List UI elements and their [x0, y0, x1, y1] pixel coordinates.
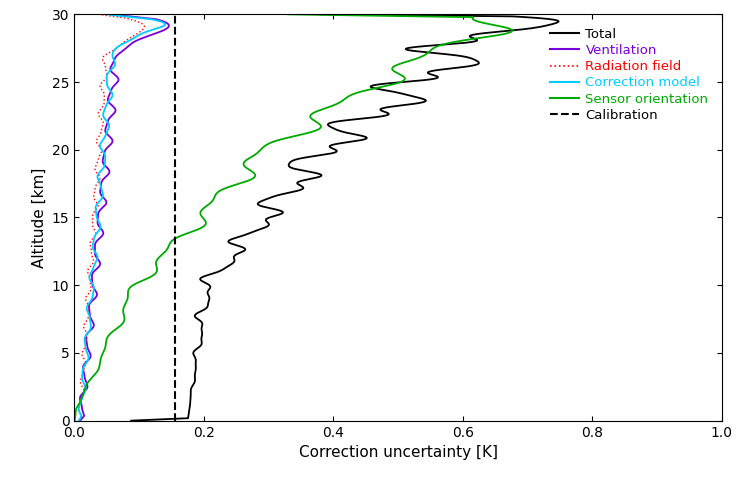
- Sensor orientation: [333, 101, 341, 107]
- Ventilation: [92, 239, 100, 245]
- Ventilation: [104, 94, 113, 99]
- Correction model: [93, 253, 102, 259]
- Correction model: [77, 376, 86, 382]
- Correction model: [89, 239, 98, 245]
- Total: [126, 418, 135, 424]
- Sensor orientation: [283, 11, 292, 17]
- Legend: Total, Ventilation, Radiation field, Correction model, Sensor orientation, Calib: Total, Ventilation, Radiation field, Cor…: [543, 21, 715, 129]
- Y-axis label: Altitude [km]: Altitude [km]: [31, 167, 46, 268]
- Ventilation: [106, 101, 115, 107]
- Sensor orientation: [70, 418, 79, 424]
- Ventilation: [107, 11, 116, 17]
- Sensor orientation: [344, 94, 353, 99]
- Correction model: [74, 418, 83, 424]
- Correction model: [102, 11, 111, 17]
- Radiation field: [94, 11, 103, 17]
- Line: Radiation field: Radiation field: [79, 14, 144, 421]
- Total: [347, 139, 356, 144]
- Line: Sensor orientation: Sensor orientation: [74, 14, 513, 421]
- Radiation field: [92, 139, 101, 144]
- Radiation field: [86, 239, 95, 245]
- Radiation field: [88, 253, 97, 259]
- Correction model: [103, 101, 112, 107]
- Ventilation: [80, 376, 89, 382]
- Ventilation: [76, 418, 85, 424]
- Total: [409, 101, 418, 107]
- Radiation field: [74, 418, 83, 424]
- Line: Ventilation: Ventilation: [80, 14, 169, 421]
- Total: [230, 253, 239, 259]
- X-axis label: Correction uncertainty [K]: Correction uncertainty [K]: [298, 445, 498, 460]
- Sensor orientation: [269, 139, 278, 144]
- Sensor orientation: [86, 376, 95, 382]
- Total: [409, 94, 418, 99]
- Radiation field: [100, 94, 109, 99]
- Correction model: [97, 139, 106, 144]
- Ventilation: [108, 139, 117, 144]
- Radiation field: [100, 101, 109, 107]
- Ventilation: [92, 253, 100, 259]
- Total: [315, 11, 324, 17]
- Total: [224, 239, 233, 245]
- Total: [190, 376, 199, 382]
- Sensor orientation: [155, 253, 164, 259]
- Sensor orientation: [167, 239, 176, 245]
- Correction model: [108, 94, 117, 99]
- Line: Total: Total: [131, 14, 559, 421]
- Radiation field: [77, 376, 86, 382]
- Line: Correction model: Correction model: [79, 14, 165, 421]
